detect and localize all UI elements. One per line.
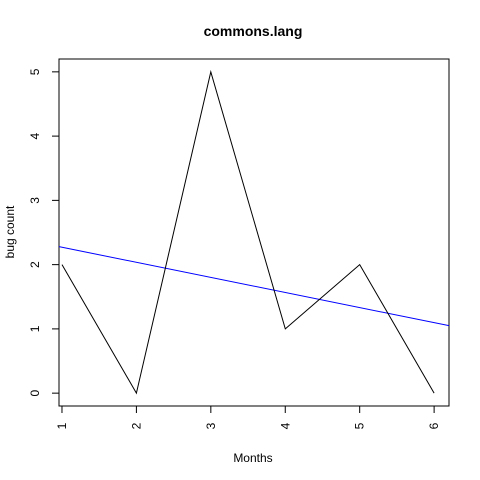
x-tick-label: 6 — [427, 422, 441, 429]
x-tick-label: 1 — [55, 422, 69, 429]
trend-line — [58, 246, 450, 327]
y-tick-label: 2 — [28, 261, 42, 268]
y-axis-label: bug count — [3, 205, 17, 258]
x-tick-label: 4 — [278, 422, 292, 429]
x-tick-label: 5 — [353, 422, 367, 429]
chart-title: commons.lang — [204, 23, 303, 39]
y-tick-label: 5 — [28, 68, 42, 75]
y-tick-label: 1 — [28, 325, 42, 332]
y-tick-label: 0 — [28, 389, 42, 396]
y-tick-label: 4 — [28, 132, 42, 139]
x-tick-label: 3 — [204, 422, 218, 429]
series-line — [61, 69, 435, 395]
plot-frame — [58, 58, 450, 407]
x-axis-label: Months — [233, 451, 272, 465]
y-tick-label: 3 — [28, 197, 42, 204]
x-tick-label: 2 — [129, 422, 143, 429]
y-axis: 0 1 2 3 4 5 — [28, 68, 59, 396]
x-axis: 1 2 3 4 5 6 — [55, 406, 441, 429]
